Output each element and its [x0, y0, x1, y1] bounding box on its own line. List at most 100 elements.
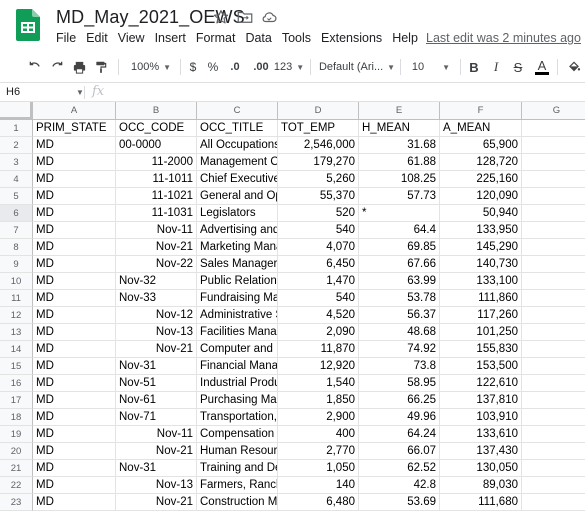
column-header-d[interactable]: D — [278, 102, 359, 120]
cell-a7[interactable]: MD — [33, 222, 116, 239]
formula-input[interactable] — [110, 85, 580, 100]
cell-e14[interactable]: 74.92 — [359, 341, 440, 358]
cell-b15[interactable]: Nov-31 — [116, 358, 197, 375]
cell-d3[interactable]: 179,270 — [278, 154, 359, 171]
cell-g21[interactable] — [522, 460, 585, 477]
cell-b4[interactable]: 11-1011 — [116, 171, 197, 188]
cell-g10[interactable] — [522, 273, 585, 290]
cell-e21[interactable]: 62.52 — [359, 460, 440, 477]
cell-f8[interactable]: 145,290 — [440, 239, 522, 256]
row-header[interactable]: 13 — [0, 324, 33, 341]
row-header[interactable]: 2 — [0, 137, 33, 154]
cell-a12[interactable]: MD — [33, 307, 116, 324]
cell-a19[interactable]: MD — [33, 426, 116, 443]
cell-f22[interactable]: 89,030 — [440, 477, 522, 494]
column-header-c[interactable]: C — [197, 102, 278, 120]
cell-a22[interactable]: MD — [33, 477, 116, 494]
cell-c13[interactable]: Facilities Manag — [197, 324, 278, 341]
star-icon[interactable] — [212, 8, 230, 26]
row-header[interactable]: 4 — [0, 171, 33, 188]
cell-g4[interactable] — [522, 171, 585, 188]
menu-tools[interactable]: Tools — [281, 31, 312, 45]
cell-e15[interactable]: 73.8 — [359, 358, 440, 375]
cell-e2[interactable]: 31.68 — [359, 137, 440, 154]
menu-file[interactable]: File — [56, 31, 77, 45]
cell-b16[interactable]: Nov-51 — [116, 375, 197, 392]
cell-a2[interactable]: MD — [33, 137, 116, 154]
cell-a1[interactable]: PRIM_STATE — [33, 120, 116, 137]
cloud-status-icon[interactable] — [260, 8, 278, 26]
undo-button[interactable] — [26, 54, 44, 80]
cell-b1[interactable]: OCC_CODE — [116, 120, 197, 137]
cell-f9[interactable]: 140,730 — [440, 256, 522, 273]
cell-e23[interactable]: 53.69 — [359, 494, 440, 511]
cell-c12[interactable]: Administrative S — [197, 307, 278, 324]
cell-c21[interactable]: Training and Dev — [197, 460, 278, 477]
cell-c3[interactable]: Management Oc — [197, 154, 278, 171]
cell-e8[interactable]: 69.85 — [359, 239, 440, 256]
italic-button[interactable]: I — [493, 59, 499, 74]
cell-c4[interactable]: Chief Executives — [197, 171, 278, 188]
cell-a4[interactable]: MD — [33, 171, 116, 188]
menu-edit[interactable]: Edit — [86, 31, 108, 45]
row-header[interactable]: 18 — [0, 409, 33, 426]
cell-d14[interactable]: 11,870 — [278, 341, 359, 358]
cell-d8[interactable]: 4,070 — [278, 239, 359, 256]
cell-c20[interactable]: Human Resourc — [197, 443, 278, 460]
cell-b19[interactable]: Nov-11 — [116, 426, 197, 443]
cell-e11[interactable]: 53.78 — [359, 290, 440, 307]
cell-b23[interactable]: Nov-21 — [116, 494, 197, 511]
cell-b10[interactable]: Nov-32 — [116, 273, 197, 290]
cell-f19[interactable]: 133,610 — [440, 426, 522, 443]
move-to-folder-icon[interactable] — [236, 8, 254, 26]
cell-g14[interactable] — [522, 341, 585, 358]
cell-g5[interactable] — [522, 188, 585, 205]
cell-e6[interactable]: * — [359, 205, 440, 222]
cell-e12[interactable]: 56.37 — [359, 307, 440, 324]
cell-c18[interactable]: Transportation, S — [197, 409, 278, 426]
column-header-a[interactable]: A — [33, 102, 116, 120]
row-header[interactable]: 3 — [0, 154, 33, 171]
document-title[interactable]: MD_May_2021_OEWS — [56, 7, 245, 27]
cell-d18[interactable]: 2,900 — [278, 409, 359, 426]
menu-insert[interactable]: Insert — [154, 31, 186, 45]
cell-f10[interactable]: 133,100 — [440, 273, 522, 290]
cell-d10[interactable]: 1,470 — [278, 273, 359, 290]
zoom-select[interactable]: 100% ▼ — [126, 54, 176, 80]
cell-a18[interactable]: MD — [33, 409, 116, 426]
percent-format-button[interactable]: % — [207, 60, 219, 74]
cell-c19[interactable]: Compensation a — [197, 426, 278, 443]
cell-e20[interactable]: 66.07 — [359, 443, 440, 460]
cell-a21[interactable]: MD — [33, 460, 116, 477]
cell-a11[interactable]: MD — [33, 290, 116, 307]
cell-e9[interactable]: 67.66 — [359, 256, 440, 273]
decrease-decimal-button[interactable]: .0 — [230, 61, 240, 73]
cell-g12[interactable] — [522, 307, 585, 324]
cell-d9[interactable]: 6,450 — [278, 256, 359, 273]
strikethrough-button[interactable]: S — [513, 59, 523, 75]
paint-format-button[interactable] — [92, 54, 110, 80]
cell-g16[interactable] — [522, 375, 585, 392]
row-header[interactable]: 9 — [0, 256, 33, 273]
cell-f4[interactable]: 225,160 — [440, 171, 522, 188]
cell-g6[interactable] — [522, 205, 585, 222]
cell-b11[interactable]: Nov-33 — [116, 290, 197, 307]
cell-a13[interactable]: MD — [33, 324, 116, 341]
cell-g17[interactable] — [522, 392, 585, 409]
cell-e1[interactable]: H_MEAN — [359, 120, 440, 137]
cell-c9[interactable]: Sales Managers — [197, 256, 278, 273]
cell-g15[interactable] — [522, 358, 585, 375]
select-all-corner[interactable] — [0, 102, 33, 120]
cell-d13[interactable]: 2,090 — [278, 324, 359, 341]
cell-b9[interactable]: Nov-22 — [116, 256, 197, 273]
cell-g9[interactable] — [522, 256, 585, 273]
cell-f3[interactable]: 128,720 — [440, 154, 522, 171]
cell-b5[interactable]: 11-1021 — [116, 188, 197, 205]
cell-c1[interactable]: OCC_TITLE — [197, 120, 278, 137]
column-header-g[interactable]: G — [522, 102, 585, 120]
more-formats-button[interactable]: 123 ▼ — [274, 54, 304, 80]
cell-a16[interactable]: MD — [33, 375, 116, 392]
cell-f7[interactable]: 133,950 — [440, 222, 522, 239]
cell-d12[interactable]: 4,520 — [278, 307, 359, 324]
cell-a23[interactable]: MD — [33, 494, 116, 511]
